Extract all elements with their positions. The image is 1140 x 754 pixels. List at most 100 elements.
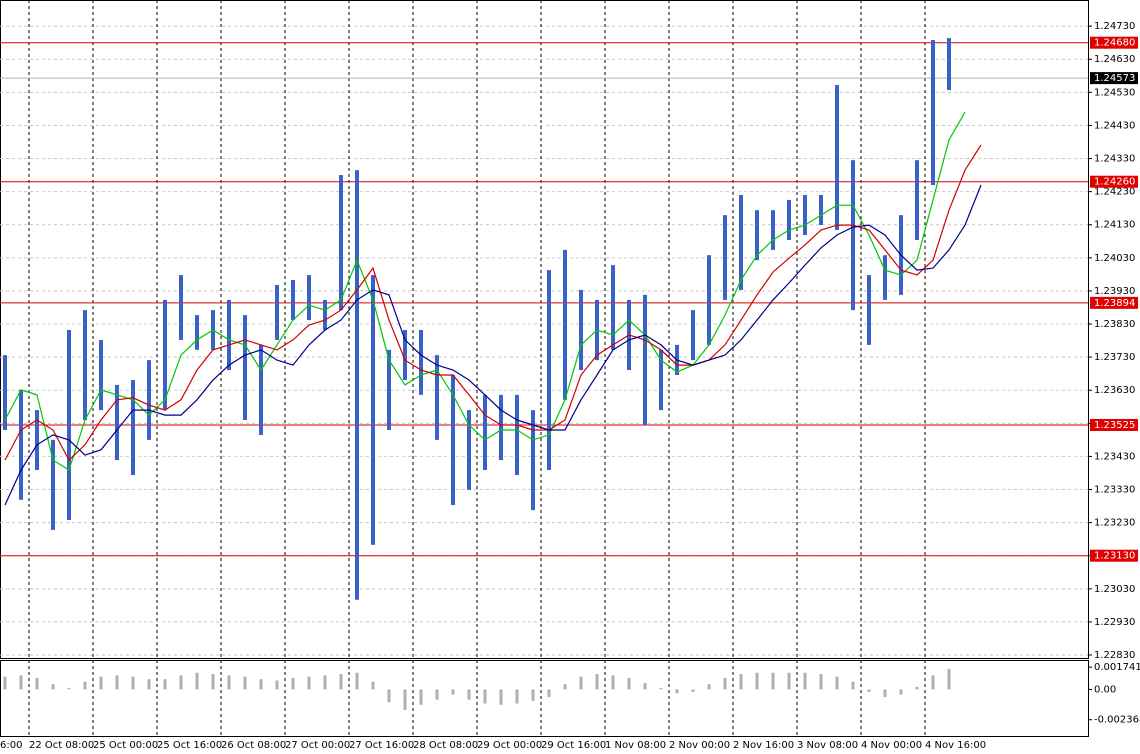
price-bar [291,280,295,321]
price-bar [499,394,503,461]
indicator-bar [883,689,887,698]
indicator-bar [339,674,343,690]
indicator-bar [83,681,87,690]
indicator-bar [755,672,759,690]
price-bar [67,329,71,520]
indicator-bar [851,681,855,690]
x-tick-label: 25 Oct 16:00 [157,740,222,751]
ma-line [4,184,982,506]
level-label-box [1090,175,1138,188]
price-bar [51,439,55,530]
ma-line [4,111,966,471]
price-bar [755,210,759,261]
y-tick-label: 1.23330 [1094,485,1135,496]
price-bar [19,389,23,500]
x-tick-label: 28 Oct 08:00 [413,740,478,751]
indicator-bar [531,689,535,701]
indicator-bar [467,689,471,700]
indicator-bar [259,679,263,690]
indicator-bar [803,672,807,690]
price-bar [835,85,839,231]
indicator-bar [947,668,951,690]
indicator-bar [419,689,423,705]
current-price-label: 1.24573 [1094,73,1135,84]
indicator-bar [595,674,599,690]
indicator-bar [787,672,791,690]
y-tick-label: 1.23630 [1094,385,1135,396]
price-bar [3,355,7,430]
indicator-bar [643,683,647,690]
indicator-bar [307,676,311,690]
y-tick-label: 1.23230 [1094,518,1135,529]
price-bar [659,349,663,411]
price-bar [403,329,407,380]
indicator-bar [243,676,247,690]
x-tick-label: 4 Nov 00:00 [861,740,922,751]
indicator-bar [483,689,487,704]
current-price-box [1090,72,1138,85]
price-bar [579,289,583,371]
price-bar [739,194,743,290]
level-label-box [1090,36,1138,49]
indicator-bar [691,689,695,692]
price-bar [179,275,183,340]
price-bar [819,194,823,226]
indicator-bar [915,686,919,690]
indicator-bar [819,674,823,690]
level-label: 1.24260 [1094,177,1135,188]
indicator-bar [131,676,135,690]
level-label: 1.23525 [1094,420,1135,431]
y-tick-label: 1.24130 [1094,220,1135,231]
price-bar [131,379,135,475]
price-bar [467,410,471,490]
x-tick-label: 1 Nov 08:00 [605,740,666,751]
price-bar [307,275,311,321]
indicator-bar [19,675,23,690]
x-tick-label: 29 Oct 00:00 [477,740,542,751]
price-bar [803,194,807,235]
indicator-bar [563,684,567,690]
price-bar [387,349,391,430]
indicator-bar [835,676,839,690]
x-tick-label: 29 Oct 16:00 [541,740,606,751]
price-bar [115,384,119,461]
level-label: 1.24680 [1094,38,1135,49]
price-bar [371,275,375,545]
indicator-bar [675,689,679,694]
price-bar [163,299,167,411]
indicator-bar [723,677,727,690]
price-bar [83,310,87,421]
indicator-bar [899,689,903,695]
price-bar [931,40,935,186]
price-bar [243,315,247,421]
indicator-bar [771,672,775,690]
y-tick-label: 1.24230 [1094,187,1135,198]
indicator-bar [739,674,743,690]
indicator-bar [323,675,327,690]
y-tick-label: 1.23830 [1094,319,1135,330]
price-bar [691,310,695,361]
price-bar [451,375,455,506]
price-bar [419,329,423,395]
indicator-bar [3,676,7,690]
price-bar [339,175,343,311]
indicator-bar [147,679,151,690]
indicator-bar [227,675,231,690]
indicator-bar [451,689,455,695]
price-bar [771,210,775,250]
indicator-bar [707,684,711,690]
y-tick-label: 1.24530 [1094,87,1135,98]
price-bar [915,160,919,240]
y-tick-label: 1.23030 [1094,584,1135,595]
price-bar [947,38,951,91]
price-bar [275,284,279,340]
price-bar [531,410,535,511]
x-tick-label: 26 Oct 08:00 [221,740,286,751]
x-tick-label: 2 Nov 16:00 [733,740,794,751]
y-tick-label: 1.24030 [1094,253,1135,264]
indicator-bar [659,688,663,690]
price-bar [563,249,567,400]
indicator-bar [371,681,375,690]
indicator-bar [35,677,39,690]
price-bar [259,344,263,435]
